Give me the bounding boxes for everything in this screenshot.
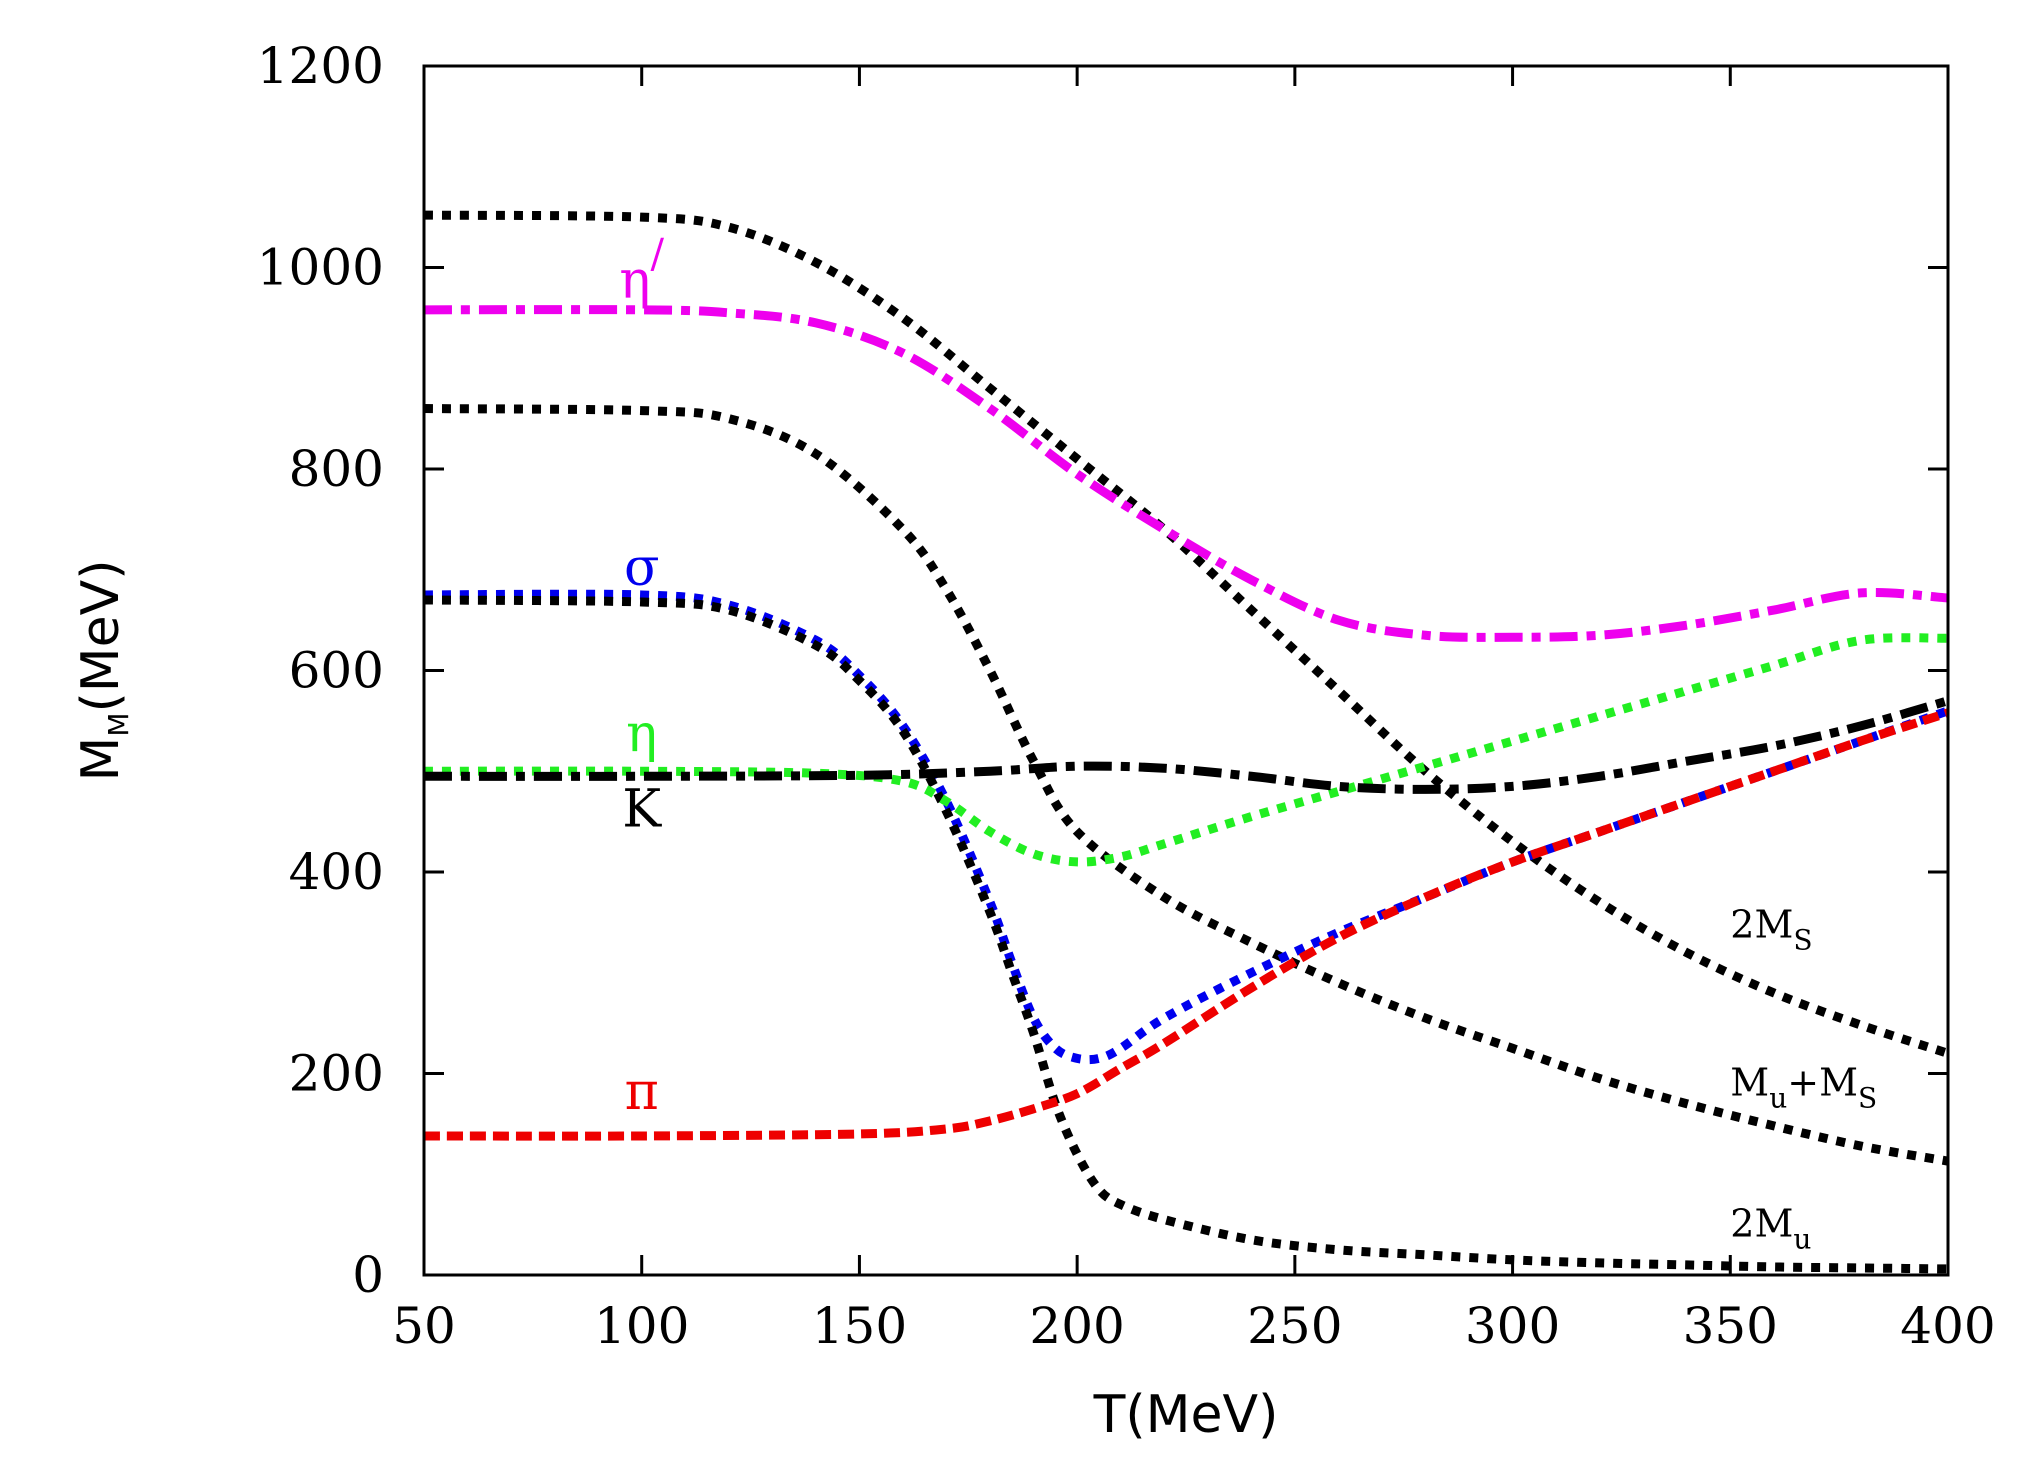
MuMs-label-sub2: S	[1858, 1082, 1877, 1115]
plot-frame: 50 100 150 200 250 300 350 400 0 200 400 600 800 1000…	[257, 37, 1996, 1355]
2Mu-label-sub: u	[1793, 1223, 1811, 1256]
y-tick-label: 600	[289, 642, 384, 700]
y-tick-label: 800	[289, 440, 384, 498]
eta-prime-label-prime: /	[651, 232, 665, 278]
y-tick-label: 400	[289, 843, 384, 901]
2Mu-label: 2Mu	[1730, 1202, 1811, 1256]
series-K	[423, 696, 1950, 794]
y-tick-label: 1000	[257, 239, 384, 297]
series-Mu+Ms	[423, 404, 1949, 1166]
pion-label-text: π	[625, 1062, 659, 1122]
MuMs-label-main: M	[1730, 1061, 1769, 1105]
MuMs-label-sub: u	[1769, 1082, 1787, 1115]
series-2Ms	[423, 210, 1950, 1058]
2Mu-label-main: 2M	[1730, 1202, 1793, 1246]
series-eta_prime	[423, 305, 1949, 642]
x-tick-label: 200	[1029, 1297, 1124, 1355]
kaon-label: K	[622, 780, 662, 840]
y-axis-title-sub: M	[102, 712, 135, 736]
2Ms-label: 2MS	[1730, 902, 1812, 956]
eta-prime-label-text: η	[619, 251, 650, 311]
y-tick-label: 200	[289, 1045, 384, 1103]
sigma-label: σ	[624, 538, 660, 598]
pion-label: π	[625, 1062, 659, 1122]
sigma-label-text: σ	[624, 538, 660, 598]
2Ms-label-sub: S	[1793, 923, 1812, 956]
y-axis-title-rest: (MeV)	[71, 559, 131, 712]
x-tick-label: 50	[392, 1297, 456, 1355]
y-tick-label: 0	[352, 1246, 384, 1304]
x-tick-label: 150	[812, 1297, 907, 1355]
x-tick-label: 100	[594, 1297, 689, 1355]
series-layer	[423, 210, 1950, 1274]
x-tick-label: 300	[1465, 1297, 1560, 1355]
MuMs-label-mid: +M	[1787, 1061, 1858, 1105]
eta-prime-label: η/	[619, 232, 664, 311]
y-tick-label: 1200	[257, 37, 384, 95]
eta-label: η	[626, 704, 657, 764]
MuMs-label: Mu+MS	[1730, 1061, 1877, 1115]
kaon-label-text: K	[622, 780, 662, 840]
series-pi	[423, 708, 1950, 1141]
x-tick-label: 350	[1683, 1297, 1778, 1355]
y-axis-title-main: M	[71, 737, 131, 782]
x-axis-title: T(MeV)	[1093, 1385, 1279, 1445]
x-tick-label: 400	[1900, 1297, 1995, 1355]
x-tick-label: 250	[1247, 1297, 1342, 1355]
eta-label-text: η	[626, 704, 657, 764]
y-axis-title: MM(MeV)	[71, 559, 135, 781]
2Ms-label-main: 2M	[1730, 902, 1793, 946]
series-2Mu	[423, 595, 1949, 1274]
